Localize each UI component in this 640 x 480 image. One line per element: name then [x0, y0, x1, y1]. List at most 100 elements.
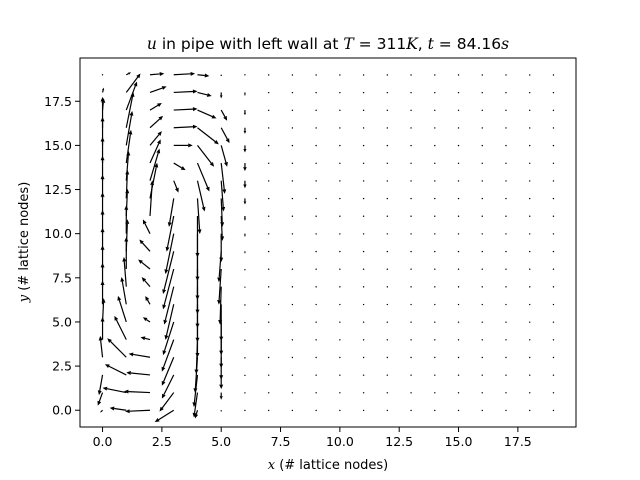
quiver-arrow-dot: [315, 392, 317, 394]
quiver-arrow: [410, 374, 412, 376]
quiver-arrow-dot: [362, 180, 365, 182]
quiver-arrow-dot: [457, 215, 460, 217]
quiver-arrow-dot: [339, 91, 341, 94]
quiver-arrow-head: [219, 396, 223, 400]
quiver-arrow-dot: [386, 144, 389, 147]
quiver-arrow-shaft: [114, 407, 127, 411]
quiver-arrow-dot: [267, 233, 270, 235]
quiver-arrow-head: [114, 315, 119, 321]
quiver-arrow: [315, 197, 317, 200]
quiver-arrow-head: [243, 184, 247, 189]
quiver-arrow-dot: [362, 162, 365, 164]
quiver-arrow: [315, 339, 317, 341]
quiver-arrow: [173, 124, 198, 129]
quiver-arrow-dot: [505, 91, 507, 94]
quiver-arrow: [457, 197, 460, 200]
quiver-arrow-dot: [339, 303, 341, 306]
quiver-arrow-dot: [552, 268, 555, 270]
quiver-arrow-dot: [505, 215, 507, 217]
quiver-arrow-shaft: [158, 409, 175, 421]
quiver-arrow-head: [145, 295, 150, 301]
quiver-arrow-dot: [362, 356, 365, 359]
quiver-arrow-dot: [505, 180, 507, 182]
quiver-arrow: [196, 180, 206, 212]
quiver-arrow: [125, 73, 141, 93]
quiver-arrow-dot: [529, 250, 531, 253]
quiver-arrow: [410, 91, 412, 94]
quiver-arrow: [315, 250, 317, 253]
quiver-arrow: [315, 321, 317, 323]
quiver-arrow-dot: [410, 215, 412, 217]
quiver-arrow-dot: [339, 144, 341, 147]
quiver-arrow: [291, 321, 294, 323]
quiver-arrow: [220, 410, 222, 412]
quiver-arrow-dot: [410, 127, 412, 129]
quiver-arrow-shaft: [118, 299, 127, 323]
quiver-arrow: [291, 197, 294, 200]
quiver-arrow-head: [244, 235, 246, 237]
quiver-arrow: [220, 180, 226, 212]
quiver-arrow-dot: [267, 74, 270, 76]
quiver-arrow: [481, 74, 483, 76]
quiver-arrow-dot: [505, 197, 507, 200]
quiver-arrow: [362, 286, 365, 288]
quiver-arrow: [481, 233, 483, 235]
quiver-arrow-shaft: [125, 155, 129, 181]
quiver-arrow-dot: [291, 91, 294, 94]
quiver-arrow: [219, 392, 223, 400]
quiver-arrow: [552, 268, 555, 270]
quiver-arrow: [267, 250, 270, 253]
quiver-arrow-dot: [457, 127, 460, 129]
quiver-arrow: [481, 144, 483, 147]
quiver-arrow: [410, 162, 412, 164]
quiver-arrow: [386, 127, 389, 129]
quiver-arrow-head: [217, 299, 222, 305]
quiver-arrow: [244, 233, 246, 237]
quiver-arrow-dot: [434, 409, 436, 412]
quiver-arrow: [220, 109, 228, 121]
quiver-arrow-dot: [481, 303, 483, 306]
quiver-arrow-dot: [362, 268, 365, 270]
quiver-arrow: [244, 357, 246, 359]
quiver-arrow-shaft: [220, 109, 226, 118]
quiver-arrow-dot: [529, 392, 531, 394]
quiver-arrow: [315, 356, 317, 359]
quiver-arrow: [457, 356, 460, 359]
quiver-arrow-dot: [481, 250, 483, 253]
quiver-arrow: [173, 71, 196, 76]
quiver-arrow: [267, 321, 270, 323]
quiver-arrow-dot: [220, 74, 222, 77]
quiver-arrow-shaft: [197, 145, 212, 164]
quiver-arrow-head: [157, 131, 162, 136]
quiver-arrow-dot: [552, 339, 555, 341]
quiver-arrow-head: [154, 162, 159, 168]
quiver-arrow: [362, 233, 365, 235]
quiver-arrow-dot: [481, 356, 483, 359]
quiver-arrow: [552, 250, 555, 253]
quiver-arrow-shaft: [125, 115, 133, 146]
quiver-arrow-dot: [267, 127, 270, 129]
quiver-arrow-dot: [267, 356, 270, 359]
quiver-arrow: [481, 286, 483, 288]
quiver-arrow-dot: [505, 250, 507, 253]
quiver-arrow: [410, 215, 412, 217]
quiver-arrow: [149, 86, 167, 93]
quiver-arrow-head: [161, 366, 166, 372]
quiver-arrow-dot: [291, 321, 294, 323]
quiver-arrow: [362, 321, 365, 323]
y-tick-label: 7.5: [52, 270, 72, 285]
quiver-arrow: [339, 356, 341, 359]
quiver-arrow-head: [133, 81, 138, 87]
quiver-arrow-shaft: [165, 304, 175, 336]
quiver-arrow-dot: [362, 392, 365, 394]
quiver-arrow: [267, 215, 270, 217]
quiver-arrow-dot: [315, 180, 317, 182]
quiver-arrow-dot: [362, 109, 365, 112]
quiver-arrow: [457, 144, 460, 147]
quiver-arrow-dot: [291, 109, 294, 112]
quiver-arrow: [339, 180, 341, 182]
quiver-arrow: [267, 197, 270, 200]
quiver-arrow-shaft: [126, 73, 129, 76]
quiver-arrow: [267, 91, 270, 94]
quiver-arrow: [505, 321, 507, 323]
